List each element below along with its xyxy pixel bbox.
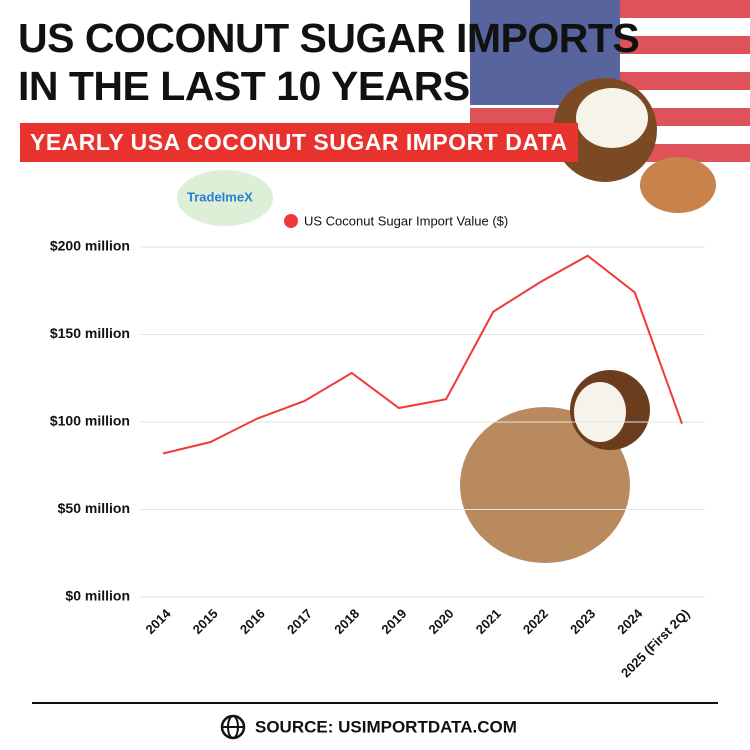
x-tick-label: 2016 xyxy=(237,606,268,637)
y-tick-label: $200 million xyxy=(50,238,130,254)
x-tick-label: 2018 xyxy=(331,606,362,637)
title: US COCONUT SUGAR IMPORTS IN THE LAST 10 … xyxy=(18,15,640,109)
source: SOURCE: USIMPORTDATA.COM xyxy=(255,717,517,736)
globe-icon xyxy=(220,714,246,740)
y-tick-label: $50 million xyxy=(58,500,130,516)
x-tick-label: 2019 xyxy=(378,606,409,637)
data-line xyxy=(162,254,683,455)
coconut-decoration xyxy=(460,78,716,563)
subtitle: YEARLY USA COCONUT SUGAR IMPORT DATA xyxy=(20,123,578,162)
x-tick-label: 2015 xyxy=(190,606,221,637)
legend-marker xyxy=(284,214,298,228)
legend-label: US Coconut Sugar Import Value ($) xyxy=(304,213,508,228)
x-tick-label: 2020 xyxy=(426,606,457,637)
y-tick-label: $100 million xyxy=(50,413,130,429)
x-tick-label: 2023 xyxy=(567,606,598,637)
y-tick-label: $0 million xyxy=(65,588,130,604)
logo-text: TradeImeX xyxy=(187,189,253,204)
x-tick-label: 2021 xyxy=(473,606,504,637)
y-tick-label: $150 million xyxy=(50,325,130,341)
x-tick-label: 2017 xyxy=(284,606,315,637)
x-tick-label: 2022 xyxy=(520,606,551,637)
x-tick-label: 2014 xyxy=(142,605,174,637)
logo: TradeImeX xyxy=(177,170,273,226)
x-tick-label: 2024 xyxy=(614,605,646,637)
